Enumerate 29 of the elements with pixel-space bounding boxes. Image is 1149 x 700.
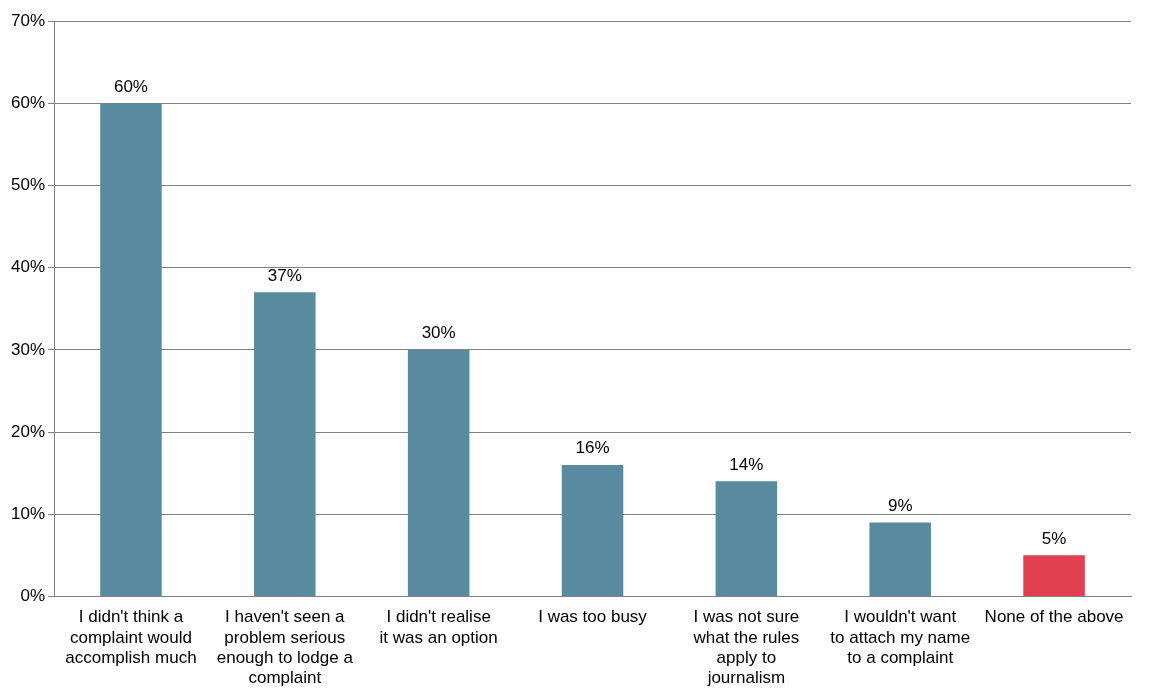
x-tick-label: None of the above: [984, 607, 1124, 627]
bar: [1023, 555, 1085, 596]
data-label: 5%: [1041, 528, 1067, 548]
bar: [561, 464, 624, 596]
y-tick-label: 10%: [10, 503, 46, 523]
x-tick-label: I was too busy: [538, 607, 648, 627]
x-tick-label: I didn't think a complaint would accomplish much: [65, 607, 197, 668]
bar: [869, 522, 931, 596]
data-label: 60%: [113, 76, 148, 96]
x-tick-label: I didn't realise it was an option: [379, 607, 498, 647]
x-tick-label: I haven't seen a problem serious enough to lodge a complaint: [216, 607, 354, 688]
y-tick-label: 60%: [10, 93, 46, 113]
data-label: 37%: [267, 265, 302, 285]
y-tick-label: 0%: [20, 586, 46, 606]
y-tick-label: 20%: [10, 421, 46, 441]
data-label: 9%: [887, 495, 913, 515]
data-label: 30%: [421, 323, 456, 343]
y-tick-label: 50%: [10, 175, 46, 195]
bar: [254, 292, 316, 596]
bar: [100, 103, 162, 596]
y-tick-label: 40%: [10, 257, 46, 277]
x-tick-label: I was not sure what the rules apply to journalism: [692, 607, 800, 688]
y-tick-label: 70%: [10, 10, 46, 30]
bar: [715, 481, 778, 596]
bar: [407, 349, 470, 596]
data-label: 16%: [575, 438, 610, 458]
y-tick-label: 30%: [10, 339, 46, 359]
x-tick-label: I wouldn't want to attach my name to a complaint: [830, 607, 971, 668]
data-label: 14%: [729, 454, 764, 474]
